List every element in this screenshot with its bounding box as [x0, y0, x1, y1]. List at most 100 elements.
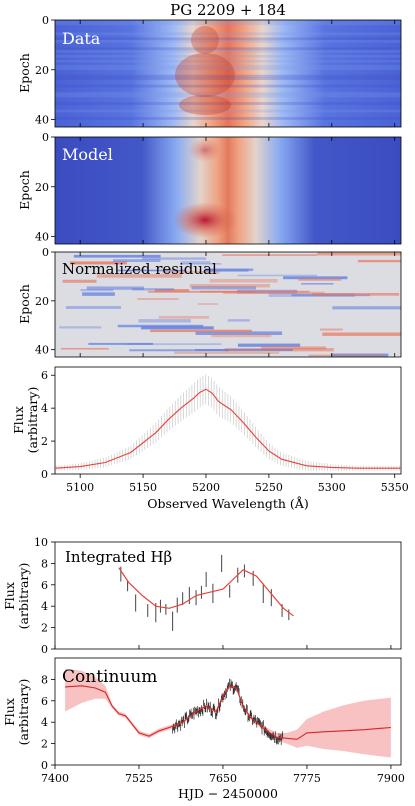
- residual-streak: [96, 274, 182, 278]
- residual-streak: [154, 289, 190, 292]
- residual-streak: [162, 270, 220, 274]
- ytick-label: 6: [41, 369, 48, 382]
- ytick-label: 20: [35, 64, 49, 77]
- ytick-label: 0: [41, 468, 48, 481]
- residual-streak: [158, 315, 210, 319]
- residual-streak: [138, 319, 191, 323]
- ytick-label: 6: [41, 695, 48, 708]
- residual-streak: [117, 324, 204, 328]
- residual-streak: [222, 254, 318, 257]
- xtick-label: 5100: [66, 481, 94, 494]
- data-row: [55, 117, 401, 120]
- continuum-panel: Continuum Flux (arbitrary) HJD − 2450000…: [2, 657, 405, 801]
- spectrum-ylabel2: (arbitrary): [25, 387, 40, 454]
- residual-streak: [126, 343, 222, 345]
- model-heatmap-panel: Model Epoch 0 20 40: [17, 131, 402, 245]
- spectrum-model-line: [54, 388, 401, 469]
- data-heatmap-panel: Data Epoch 0 20 40: [17, 14, 402, 128]
- ytick-label: 40: [35, 114, 49, 127]
- spectrum-ylabel: Flux: [11, 406, 26, 434]
- ytick-label: 2: [41, 435, 48, 448]
- data-row: [55, 22, 401, 26]
- residual-annotation: Normalized residual: [62, 260, 217, 278]
- residual-streak: [86, 286, 144, 290]
- ytick-label: 4: [41, 716, 48, 729]
- residual-streak: [209, 278, 278, 283]
- residual-heatmap-panel: Normalized residual Epoch 0 20 40: [17, 246, 402, 358]
- residual-streak: [65, 306, 121, 309]
- ytick-label: 0: [41, 643, 48, 656]
- xtick-label: 7775: [293, 772, 321, 785]
- residual-streak: [117, 269, 185, 272]
- hbeta-panel: Integrated Hβ Flux (arbitrary) 0 2 4 6 8 10: [2, 536, 402, 656]
- residual-streak: [332, 306, 401, 310]
- hbeta-annotation: Integrated Hβ: [65, 548, 172, 566]
- data-row: [55, 102, 401, 105]
- residual-streak: [148, 290, 254, 293]
- data-row: [55, 39, 401, 43]
- continuum-annotation: Continuum: [62, 667, 157, 687]
- residual-streak: [174, 351, 280, 354]
- ytick-label: 20: [35, 295, 49, 308]
- residual-streak: [261, 346, 327, 350]
- ytick-label: 2: [41, 622, 48, 635]
- data-row: [55, 49, 401, 53]
- ytick-label: 4: [41, 600, 48, 613]
- data-row: [55, 32, 401, 36]
- xtick-label: 5250: [255, 481, 283, 494]
- spectrum-xlabel: Observed Wavelength (Å): [147, 496, 308, 511]
- residual-streak: [200, 290, 310, 293]
- residual-streak: [195, 349, 293, 351]
- residual-streak: [320, 328, 343, 331]
- residual-streak: [283, 276, 348, 280]
- ytick-label: 0: [41, 759, 48, 772]
- residual-streak: [223, 291, 325, 295]
- ytick-label: 4: [41, 402, 48, 415]
- ytick-label: 6: [41, 579, 48, 592]
- data-row: [55, 54, 401, 58]
- residual-streak: [60, 347, 109, 350]
- residual-streak: [205, 268, 254, 272]
- ytick-label: 10: [34, 536, 48, 549]
- data-annotation: Data: [62, 29, 101, 48]
- residual-streak: [142, 257, 207, 260]
- data-row: [55, 92, 401, 95]
- data-row: [55, 47, 401, 51]
- residual-streak: [322, 332, 401, 336]
- residual-streak: [150, 329, 252, 333]
- continuum-xlabel: HJD − 2450000: [178, 786, 278, 801]
- residual-streak: [227, 319, 250, 322]
- data-core: [191, 26, 219, 54]
- residual-streak: [129, 349, 229, 352]
- ytick-label: 8: [41, 557, 48, 570]
- residual-streak: [191, 286, 257, 290]
- data-row: [55, 77, 401, 81]
- residual-streak: [62, 279, 97, 283]
- residual-streak: [141, 326, 214, 330]
- spectrum-panel: Flux (arbitrary) Observed Wavelength (Å)…: [11, 366, 409, 511]
- residual-streak: [137, 298, 179, 300]
- data-row: [55, 94, 401, 98]
- hbeta-ylabel2: (arbitrary): [16, 563, 31, 630]
- continuum-ylabel2: (arbitrary): [16, 679, 31, 746]
- data-row: [55, 84, 401, 88]
- ytick-label: 40: [35, 344, 49, 357]
- xtick-label: 7650: [209, 772, 237, 785]
- ytick-label: 40: [35, 231, 49, 244]
- residual-streak: [237, 343, 301, 347]
- continuum-ylabel: Flux: [2, 698, 17, 726]
- residual-streak: [211, 334, 272, 338]
- xtick-label: 7400: [41, 772, 69, 785]
- xtick-label: 7525: [125, 772, 153, 785]
- ytick-label: 8: [41, 673, 48, 686]
- residual-ylabel: Epoch: [17, 284, 32, 324]
- residual-streak: [357, 259, 401, 263]
- residual-streak: [197, 303, 219, 305]
- model-annotation: Model: [62, 145, 113, 164]
- residual-streak: [195, 331, 283, 335]
- data-row: [55, 59, 401, 63]
- continuum-model-line: [65, 685, 391, 740]
- residual-streak: [80, 289, 114, 292]
- data-row: [55, 37, 401, 41]
